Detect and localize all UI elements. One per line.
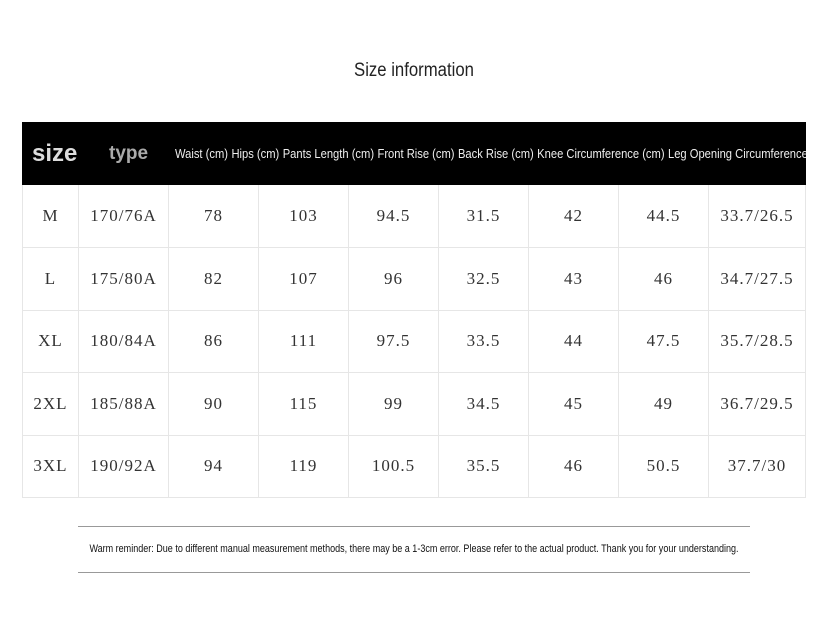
table-cell: 111	[259, 310, 349, 374]
table-cell: 82	[169, 247, 259, 311]
table-cell: 175/80A	[79, 247, 169, 311]
table-cell: 78	[169, 185, 259, 248]
table-cell: 99	[349, 372, 439, 436]
table-cell: 180/84A	[79, 310, 169, 374]
table-cell: 33.7/26.5	[709, 185, 806, 248]
table-cell: 50.5	[619, 435, 709, 499]
header-cell: Front Rise (cm)	[377, 146, 455, 161]
table-cell: 190/92A	[79, 435, 169, 499]
table-cell: 45	[529, 372, 619, 436]
table-cell: 90	[169, 372, 259, 436]
table-cell: 94.5	[349, 185, 439, 248]
table-cell: 46	[529, 435, 619, 499]
table-cell: 47.5	[619, 310, 709, 374]
title: Size information	[354, 60, 474, 81]
table-cell: 49	[619, 372, 709, 436]
table-cell: 36.7/29.5	[709, 372, 806, 436]
table-cell: 31.5	[439, 185, 529, 248]
table-cell: 37.7/30	[709, 435, 806, 499]
header-cell: type	[109, 143, 149, 164]
table-cell: 35.7/28.5	[709, 310, 806, 374]
table-cell: 115	[259, 372, 349, 436]
table-cell: 119	[259, 435, 349, 499]
table-cell: 3XL	[22, 435, 79, 499]
table-cell: 32.5	[439, 247, 529, 311]
table-cell: 46	[619, 247, 709, 311]
table-cell: 34.5	[439, 372, 529, 436]
table-cell: 43	[529, 247, 619, 311]
table-cell: 185/88A	[79, 372, 169, 436]
rule	[78, 572, 750, 573]
table-cell: L	[22, 247, 79, 311]
table-cell: 44	[529, 310, 619, 374]
header-rest: Waist (cm) Hips (cm) Pants Length (cm) Fron…	[175, 122, 806, 185]
header-cell: Leg Opening Circumference (cm)	[667, 146, 806, 161]
table-cell: 107	[259, 247, 349, 311]
header-cell: Back Rise (cm)	[457, 146, 534, 161]
header-cell: Hips (cm)	[231, 146, 280, 161]
table-cell: 44.5	[619, 185, 709, 248]
table-cell: 170/76A	[79, 185, 169, 248]
table-cell: 100.5	[349, 435, 439, 499]
table-cell: XL	[22, 310, 79, 374]
table-cell: 2XL	[22, 372, 79, 436]
table-cell: 33.5	[439, 310, 529, 374]
table-cell: 34.7/27.5	[709, 247, 806, 311]
header-cell: Knee Circumference (cm)	[537, 146, 665, 161]
table-cell: M	[22, 185, 79, 248]
table-cell: 97.5	[349, 310, 439, 374]
table-header: size type Waist (cm) Hips (cm) Pants Lengt…	[22, 122, 806, 185]
header-cell: Pants Length (cm)	[282, 146, 375, 161]
header-cell: size	[32, 140, 78, 167]
table-cell: 86	[169, 310, 259, 374]
table-cell: 94	[169, 435, 259, 499]
rule	[78, 526, 750, 527]
table-cell: 35.5	[439, 435, 529, 499]
table-cell: 103	[259, 185, 349, 248]
header-cell: Waist (cm)	[175, 146, 228, 161]
reminder: Warm reminder: Due to different manual m…	[89, 543, 739, 555]
table-cell: 42	[529, 185, 619, 248]
table-cell: 96	[349, 247, 439, 311]
